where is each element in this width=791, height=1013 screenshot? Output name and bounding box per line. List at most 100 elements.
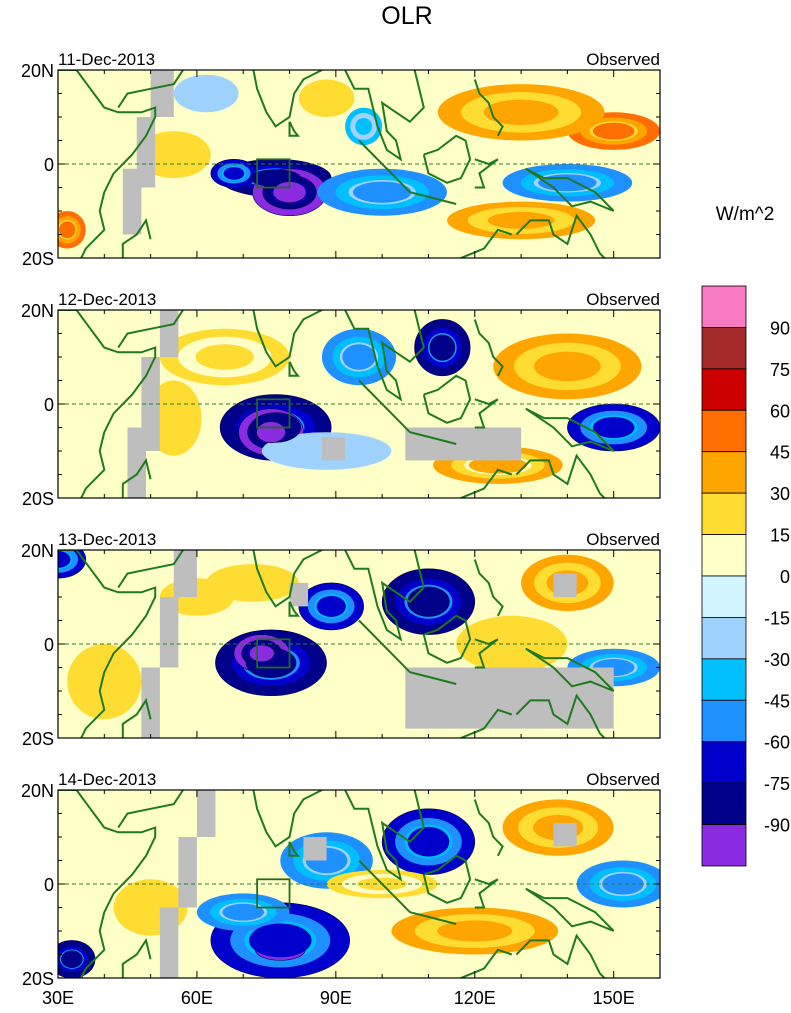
anomaly-core (58, 221, 76, 239)
missing-data (289, 582, 309, 607)
colorbar-swatch (701, 327, 747, 370)
colorbar-swatch (701, 741, 747, 784)
missing-data (159, 907, 179, 978)
coastline (515, 453, 606, 498)
y-tick-label: 0 (44, 155, 54, 175)
coastline (459, 468, 513, 498)
panel-4: 20N 0 20S 14-Dec-2013 Observed (21, 770, 661, 989)
x-tick-label: 150E (593, 988, 635, 1008)
coastline (117, 550, 184, 589)
colorbar-swatch (701, 368, 747, 411)
panel-date: 12-Dec-2013 (58, 290, 156, 309)
anomaly-core (486, 631, 537, 657)
coastline (224, 550, 323, 608)
coastline (428, 70, 431, 71)
colorbar: 90 75 60 45 30 15 0 -15 -30 -45 -60 -75 -90 (701, 285, 790, 867)
coastline (422, 374, 472, 424)
coastline (428, 550, 431, 551)
coastline (224, 310, 323, 368)
coastline (459, 228, 513, 258)
missing-data (405, 427, 522, 461)
missing-data (178, 837, 197, 908)
colorbar-label: 60 (770, 401, 790, 421)
colorbar-label: -30 (764, 650, 790, 670)
y-tick-label: 0 (44, 635, 54, 655)
colorbar-label: 15 (770, 526, 790, 546)
coastline (344, 550, 425, 642)
missing-data (122, 168, 142, 235)
anomaly-core (157, 144, 191, 166)
coastline (474, 638, 499, 669)
coastline (117, 790, 184, 829)
anomaly-core (429, 334, 456, 361)
coastline (409, 431, 457, 445)
y-tick-label: 20S (22, 489, 54, 509)
panel-source: Observed (586, 290, 660, 309)
anomaly-core (534, 351, 601, 382)
coastline (428, 310, 431, 311)
colorbar-swatch (701, 824, 747, 867)
coastline (358, 859, 411, 913)
anomaly-core (87, 664, 121, 699)
y-tick-label: 0 (44, 395, 54, 415)
anomaly-core (355, 117, 372, 135)
missing-data (150, 70, 174, 117)
missing-data (303, 837, 327, 861)
panel-3: 20N 0 20S 13-Dec-2013 Observed (21, 530, 661, 749)
colorbar-label: 0 (780, 567, 790, 587)
anomaly-core (58, 550, 71, 568)
coastline (344, 70, 425, 162)
coastline (288, 841, 300, 857)
coastline (428, 790, 431, 791)
y-tick-label: 20S (22, 729, 54, 749)
panel-2: 20N 0 20S 12-Dec-2013 Observed (21, 290, 661, 509)
colorbar-label: 90 (770, 318, 790, 338)
panel-source: Observed (586, 770, 660, 789)
y-tick-label: 20N (21, 781, 54, 801)
anomaly-core (195, 344, 254, 370)
x-tick-label: 30E (42, 988, 74, 1008)
coastline (121, 697, 152, 738)
coastline (288, 601, 300, 617)
coastline (473, 319, 504, 377)
colorbar-swatch (701, 617, 747, 660)
chart-title: OLR (381, 2, 432, 30)
anomaly-core (592, 122, 635, 140)
coastline (422, 614, 472, 664)
panel-date: 14-Dec-2013 (58, 770, 156, 789)
panels-layer: 20N 0 20S 11-Dec-2013 Observed 20N 0 20S 12-Dec-… (21, 50, 661, 989)
coastline (358, 139, 411, 193)
coastline (358, 619, 411, 673)
panel-source: Observed (586, 50, 660, 69)
colorbar-swatch (701, 451, 747, 494)
coastline (409, 671, 457, 685)
missing-data (141, 667, 160, 738)
anomaly-core (316, 595, 346, 617)
coastline (422, 134, 472, 184)
anomaly-core (191, 85, 221, 102)
anomaly-core (248, 644, 275, 663)
index-box (256, 398, 291, 429)
anomaly-core (352, 181, 412, 203)
anomaly-core (592, 416, 635, 439)
colorbar-swatch (701, 658, 747, 701)
coastline (224, 790, 323, 848)
colorbar-label: 45 (770, 443, 790, 463)
missing-data (553, 573, 577, 597)
coastline (224, 70, 323, 128)
coastline (58, 550, 157, 738)
coastline (525, 167, 615, 212)
coastline (525, 647, 615, 692)
coastline (422, 854, 472, 904)
anomaly-core (314, 89, 340, 107)
panel-date: 11-Dec-2013 (58, 50, 155, 69)
coastline (121, 937, 152, 978)
coastline (525, 887, 615, 932)
colorbar-label: -90 (764, 816, 790, 836)
anomaly-core (161, 401, 187, 436)
coastline (344, 310, 425, 402)
coastline (58, 790, 157, 978)
colorbar-swatch (701, 409, 747, 453)
olr-field (58, 310, 660, 498)
